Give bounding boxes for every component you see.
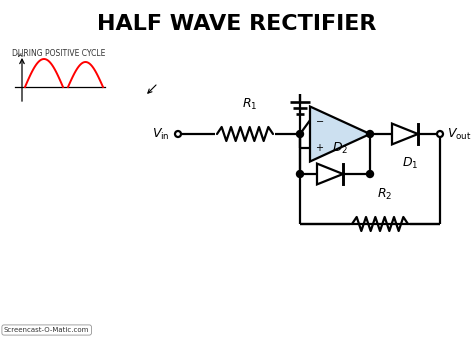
Text: $V_{in}$: $V_{in}$ [16,51,26,60]
Text: Screencast-O-Matic.com: Screencast-O-Matic.com [4,327,90,333]
Polygon shape [317,164,343,184]
Text: $R_2$: $R_2$ [377,187,392,202]
Text: HALF WAVE RECTIFIER: HALF WAVE RECTIFIER [97,14,377,34]
Text: $V_{\rm in}$: $V_{\rm in}$ [152,126,170,142]
Circle shape [437,131,443,137]
Circle shape [297,131,303,138]
Circle shape [366,171,374,178]
Text: $R_1$: $R_1$ [242,97,258,112]
Circle shape [297,171,303,178]
Text: $+$: $+$ [316,142,325,153]
Polygon shape [392,124,418,144]
Text: $-$: $-$ [315,115,325,125]
Circle shape [366,131,374,138]
Text: DURING POSITIVE CYCLE: DURING POSITIVE CYCLE [12,49,105,58]
Circle shape [175,131,181,137]
Text: $D_2$: $D_2$ [332,141,348,156]
Text: $V_{\rm out}$: $V_{\rm out}$ [447,126,472,142]
Text: $D_1$: $D_1$ [402,156,418,171]
Polygon shape [310,106,370,161]
